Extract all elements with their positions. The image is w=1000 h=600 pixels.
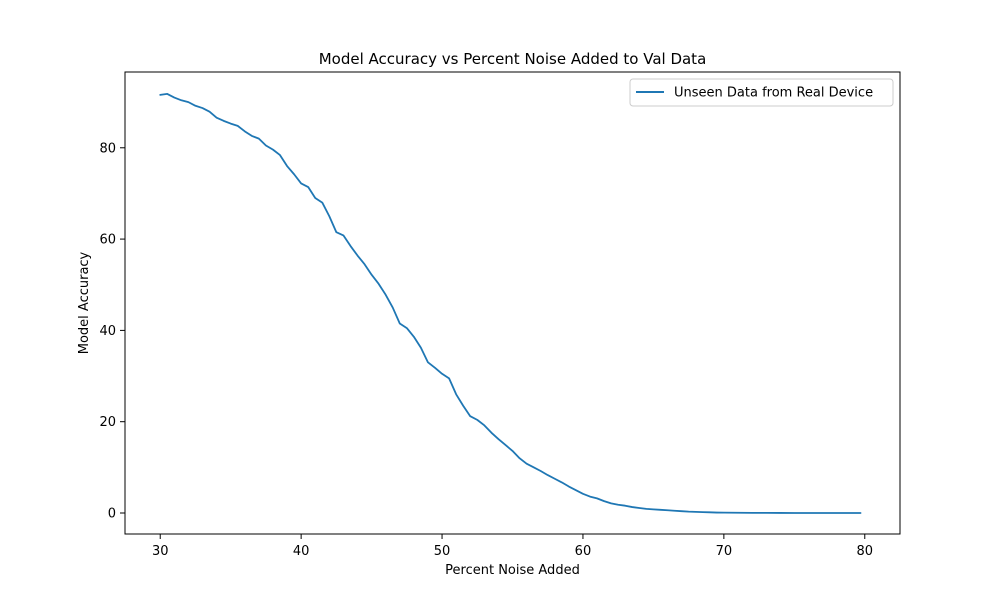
x-tick-label: 40 [293, 544, 310, 559]
x-tick-label: 80 [856, 544, 873, 559]
y-tick-label: 40 [99, 324, 116, 339]
chart-title: Model Accuracy vs Percent Noise Added to… [319, 50, 707, 68]
y-axis-title: Model Accuracy [77, 251, 92, 354]
x-axis-ticks: 30 40 50 60 70 80 [152, 534, 873, 559]
legend: Unseen Data from Real Device [629, 78, 894, 107]
x-tick-label: 30 [152, 544, 169, 559]
y-tick-label: 80 [99, 141, 116, 156]
x-tick-label: 60 [575, 544, 592, 559]
legend-label: Unseen Data from Real Device [674, 86, 873, 101]
x-tick-label: 50 [434, 544, 451, 559]
x-axis-title: Percent Noise Added [445, 563, 580, 578]
x-tick-label: 70 [716, 544, 733, 559]
y-tick-label: 0 [108, 507, 116, 522]
plot-area [124, 71, 901, 535]
y-tick-label: 20 [99, 415, 116, 430]
y-axis-ticks: 0 20 40 60 80 [99, 141, 125, 522]
series-layer [159, 93, 862, 514]
legend-box [629, 78, 894, 107]
y-tick-label: 60 [99, 233, 116, 248]
series-line [159, 93, 862, 514]
